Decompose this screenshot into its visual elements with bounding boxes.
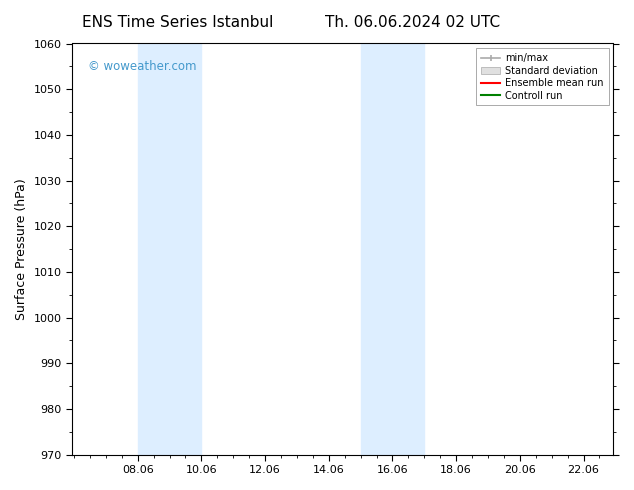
Text: © woweather.com: © woweather.com (88, 60, 197, 73)
Y-axis label: Surface Pressure (hPa): Surface Pressure (hPa) (15, 178, 28, 320)
Bar (138, 44, 202, 455)
Text: Th. 06.06.2024 02 UTC: Th. 06.06.2024 02 UTC (325, 15, 500, 30)
Bar (361, 44, 424, 455)
Legend: min/max, Standard deviation, Ensemble mean run, Controll run: min/max, Standard deviation, Ensemble me… (476, 49, 609, 105)
Text: ENS Time Series Istanbul: ENS Time Series Istanbul (82, 15, 273, 30)
